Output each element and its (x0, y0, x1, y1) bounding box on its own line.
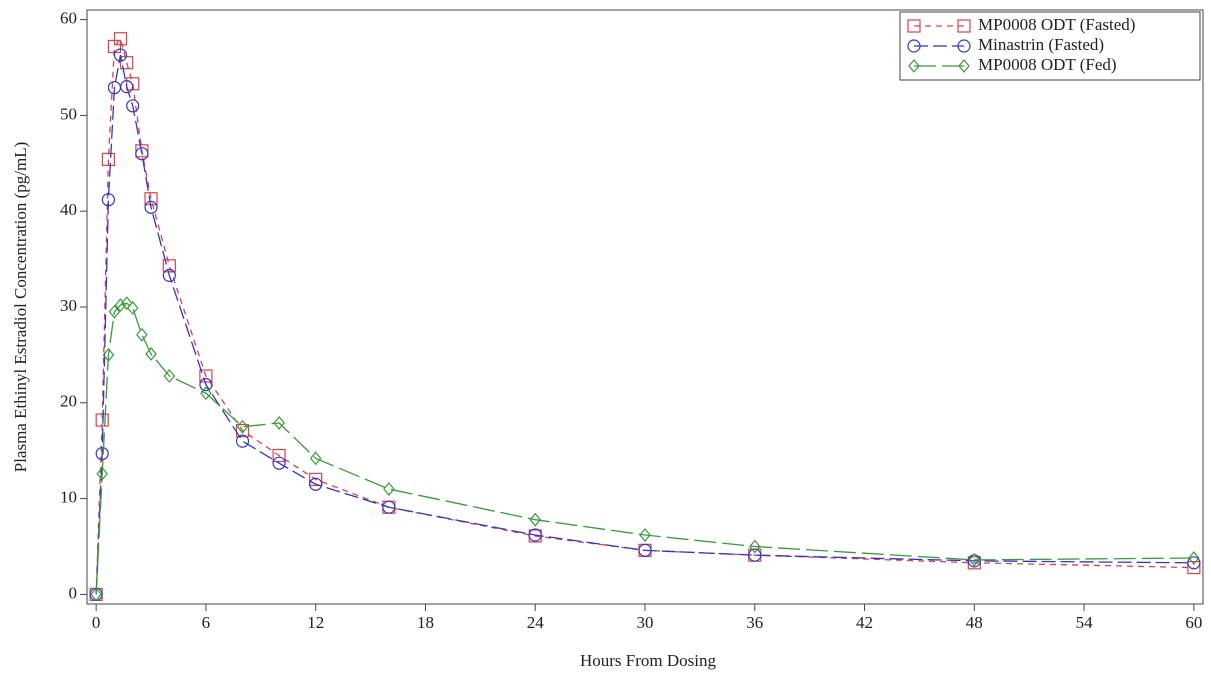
series-line (95, 37, 1194, 595)
y-tick-label: 50 (60, 104, 77, 123)
marker (199, 378, 213, 392)
legend-label: MP0008 ODT (Fed) (978, 55, 1117, 74)
x-tick-label: 0 (92, 613, 101, 632)
marker (108, 304, 121, 319)
y-tick-label: 60 (60, 8, 77, 27)
series-line (95, 54, 1194, 595)
marker (136, 327, 148, 342)
marker (120, 296, 133, 311)
marker (1187, 560, 1201, 575)
marker (639, 528, 651, 542)
legend-label: Minastrin (Fasted) (978, 35, 1104, 54)
marker (638, 543, 652, 557)
x-tick-label: 18 (417, 613, 434, 632)
legend-marker (907, 39, 921, 53)
series-line (95, 302, 1194, 595)
legend-marker (908, 59, 920, 73)
legend-marker (957, 19, 971, 33)
x-tick-label: 30 (637, 613, 654, 632)
marker (114, 298, 127, 313)
marker (102, 347, 115, 362)
marker (309, 477, 323, 491)
marker (90, 587, 102, 602)
marker (113, 32, 128, 46)
marker (309, 472, 323, 487)
x-tick-label: 60 (1185, 613, 1202, 632)
marker (382, 500, 396, 514)
marker (101, 152, 116, 167)
legend-box (899, 11, 1201, 81)
x-tick-label: 42 (856, 613, 873, 632)
marker (135, 147, 149, 161)
marker (200, 386, 212, 401)
marker (95, 446, 109, 461)
marker (529, 512, 542, 527)
marker (101, 193, 116, 207)
x-tick-label: 48 (966, 613, 983, 632)
x-axis-label: Hours From Dosing (580, 651, 717, 670)
marker (126, 77, 140, 91)
marker (126, 301, 139, 315)
marker (236, 419, 249, 434)
marker (126, 99, 140, 113)
marker (272, 448, 286, 463)
marker (309, 451, 322, 466)
plot-frame (86, 9, 1204, 605)
marker (273, 415, 285, 430)
y-axis-label: Plasma Ethinyl Estradiol Concentration (… (11, 142, 30, 473)
y-tick-label: 0 (69, 583, 78, 602)
marker (135, 144, 149, 158)
x-tick-label: 24 (527, 613, 545, 632)
marker (162, 259, 176, 273)
marker (748, 539, 761, 554)
x-tick-label: 6 (202, 613, 211, 632)
marker (235, 423, 250, 438)
marker (163, 369, 176, 383)
marker (1188, 551, 1200, 565)
legend-label: MP0008 ODT (Fasted) (978, 15, 1135, 34)
marker (383, 482, 395, 496)
marker (120, 80, 134, 94)
marker (199, 369, 213, 383)
marker (95, 413, 109, 427)
marker (528, 528, 542, 542)
marker (144, 200, 158, 214)
marker (967, 554, 981, 568)
x-tick-label: 12 (307, 613, 324, 632)
marker (162, 268, 176, 282)
marker (968, 552, 981, 567)
marker (1187, 556, 1201, 570)
marker (113, 48, 128, 62)
marker (96, 466, 108, 481)
marker (235, 434, 250, 448)
marker (145, 347, 157, 361)
x-tick-label: 54 (1076, 613, 1094, 632)
marker (748, 548, 762, 562)
legend-marker (958, 59, 970, 73)
marker (272, 456, 286, 470)
y-tick-label: 20 (60, 392, 77, 411)
y-tick-label: 10 (60, 488, 77, 507)
y-tick-label: 30 (60, 296, 77, 315)
legend-marker (907, 19, 921, 33)
y-tick-label: 40 (60, 200, 77, 219)
x-tick-label: 36 (746, 613, 763, 632)
legend-marker (957, 39, 971, 53)
